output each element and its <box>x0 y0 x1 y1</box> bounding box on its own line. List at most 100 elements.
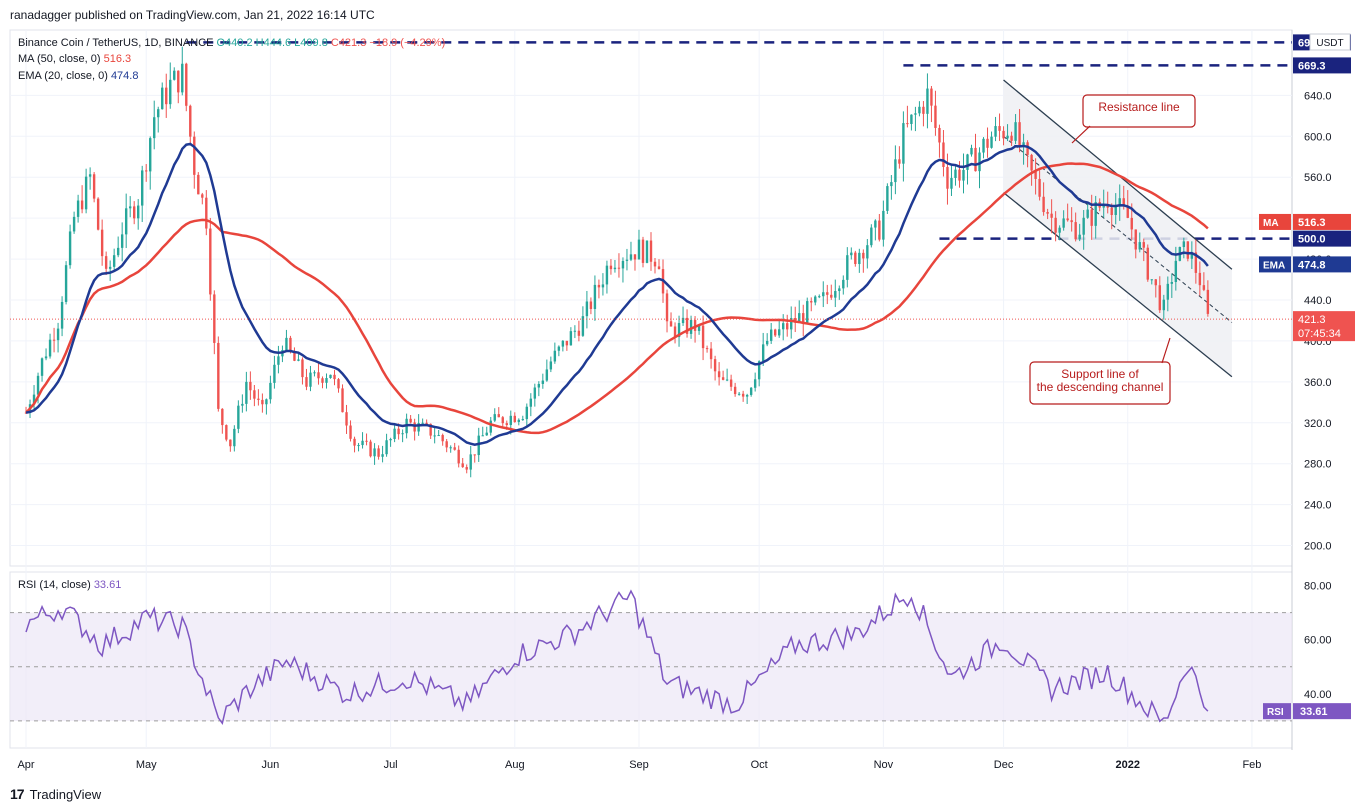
candle-body <box>553 350 557 362</box>
candle-body <box>481 435 484 437</box>
candle-body <box>633 254 637 260</box>
rsi-value-bg <box>1293 703 1351 720</box>
candle-body <box>1122 198 1125 206</box>
candle-body <box>769 329 773 341</box>
rsi-tag: RSI <box>1267 707 1284 718</box>
candle-body <box>1042 196 1045 213</box>
candle-body <box>641 239 645 263</box>
support-line <box>1003 192 1233 378</box>
candle-body <box>677 323 681 338</box>
candle-body <box>782 323 785 330</box>
candle-body <box>64 265 68 302</box>
candle-body <box>1046 212 1049 214</box>
time-tick-label: Feb <box>1242 759 1261 771</box>
time-tick-label: Sep <box>629 759 649 771</box>
legend-rsi-value: 33.61 <box>94 579 122 591</box>
candle-body <box>761 344 765 362</box>
candle-body <box>341 388 344 413</box>
level-500-label-bg <box>1293 230 1351 247</box>
candle-body <box>573 330 577 332</box>
candle-body <box>96 198 100 230</box>
candle-body <box>753 379 757 388</box>
candle-body <box>104 256 108 269</box>
candle-body <box>689 320 693 334</box>
candle-body <box>1062 218 1065 228</box>
candle-body <box>1018 122 1021 148</box>
last-price-label: 421.3 <box>1298 314 1326 326</box>
annotation-support-text: the descending channel <box>1037 380 1164 394</box>
candle-body <box>713 359 717 372</box>
rsi-value-label: 33.61 <box>1300 706 1328 718</box>
legend-ohlc-l: L409.8 <box>294 37 331 49</box>
candle-body <box>673 326 677 338</box>
candle-body <box>978 152 981 172</box>
currency-box <box>1309 33 1351 51</box>
candle-body <box>145 170 148 172</box>
candle-body <box>225 425 228 440</box>
candle-body <box>681 317 685 324</box>
candle-body <box>1030 154 1033 171</box>
candle-body <box>56 328 60 341</box>
candle-body <box>577 330 581 336</box>
candle-body <box>1010 135 1013 141</box>
candle-body <box>48 339 52 357</box>
candle-body <box>489 420 492 433</box>
candle-body <box>1114 206 1117 215</box>
candle-body <box>685 317 689 334</box>
candle-body <box>1138 242 1141 250</box>
candle-body <box>942 142 945 167</box>
candle-body <box>1026 142 1029 155</box>
candle-body <box>88 174 92 177</box>
candle-body <box>505 423 508 426</box>
candle-body <box>1186 241 1190 259</box>
candle-body <box>994 126 997 137</box>
candle-body <box>729 379 733 387</box>
price-tick-label: 560.0 <box>1304 172 1332 184</box>
candle-body <box>197 174 200 195</box>
candle-body <box>333 374 336 380</box>
candle-body <box>124 208 128 235</box>
legend-ohlc-h: H444.6 <box>256 37 295 49</box>
footer: 17 TradingView <box>10 786 101 802</box>
candle-body <box>68 231 72 266</box>
candle-body <box>217 342 220 409</box>
candle-body <box>233 428 236 447</box>
candle-body <box>998 126 1001 131</box>
candle-body <box>533 387 537 399</box>
ma-value-label: 516.3 <box>1298 217 1326 229</box>
candle-body <box>100 229 104 257</box>
price-tick-label: 320.0 <box>1304 418 1332 430</box>
candle-body <box>445 441 448 448</box>
candle-body <box>157 109 160 118</box>
candle-body <box>517 419 520 422</box>
candle-body <box>826 292 829 295</box>
candle-body <box>878 220 881 240</box>
channel-area <box>1003 80 1232 377</box>
candle-body <box>441 435 444 442</box>
candle-body <box>32 394 36 405</box>
candle-body <box>401 433 404 435</box>
candle-body <box>285 337 288 351</box>
candle-body <box>669 321 673 327</box>
currency-label: USDT <box>1316 38 1343 49</box>
tradingview-logo-icon: 17 <box>10 786 25 802</box>
candle-body <box>112 255 116 267</box>
legend-ema: EMA (20, close, 0) 474.8 <box>18 70 138 82</box>
candle-body <box>605 265 609 285</box>
candle-body <box>477 435 480 456</box>
candle-body <box>846 255 849 280</box>
candle-body <box>565 340 569 346</box>
attribution: ranadagger published on TradingView.com,… <box>10 8 375 22</box>
candle-body <box>185 63 188 106</box>
candle-body <box>1066 218 1069 221</box>
candle-body <box>765 340 769 345</box>
candle-body <box>137 205 140 219</box>
candle-body <box>930 88 933 106</box>
candle-body <box>257 398 260 400</box>
legend-ohlc-chg: −18.9 (−4.29%) <box>369 37 445 49</box>
annotation-support-pointer <box>1161 337 1171 364</box>
price-tick-label: 360.0 <box>1304 377 1332 389</box>
candle-body <box>297 359 300 361</box>
candle-body <box>453 447 456 450</box>
